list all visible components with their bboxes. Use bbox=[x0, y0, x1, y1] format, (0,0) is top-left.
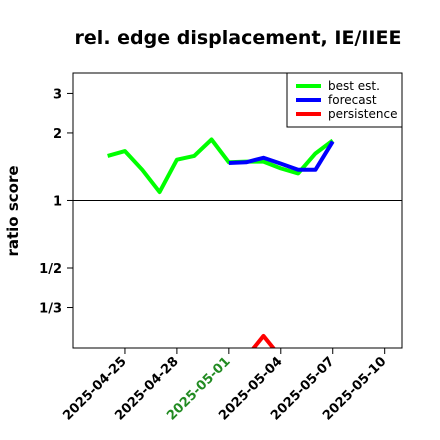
series-line-best-est bbox=[107, 137, 334, 195]
plot-frame bbox=[72, 72, 403, 349]
legend-label: forecast bbox=[328, 93, 377, 107]
legend-label: persistence bbox=[328, 107, 397, 121]
chart-title: rel. edge displacement, IE/IIEE bbox=[75, 27, 402, 49]
axis-layer: 1/31/21232025-04-252025-04-282025-05-012… bbox=[39, 87, 389, 423]
series-line-persistence bbox=[251, 333, 276, 348]
y-tick-label: 1/3 bbox=[39, 302, 62, 317]
y-tick-label: 2 bbox=[53, 127, 62, 142]
y-tick-label: 3 bbox=[53, 87, 62, 102]
y-axis-label: ratio score bbox=[4, 165, 22, 256]
y-tick-label: 1/2 bbox=[39, 262, 62, 277]
y-tick-label: 1 bbox=[53, 194, 62, 209]
series-line-forecast bbox=[228, 140, 335, 172]
series-layer bbox=[107, 137, 335, 348]
legend-label: best est. bbox=[328, 79, 380, 93]
